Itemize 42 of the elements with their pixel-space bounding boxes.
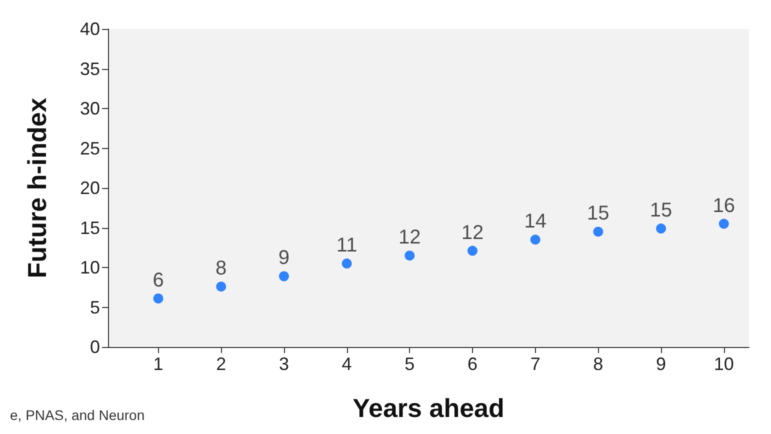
data-label: 6	[152, 270, 164, 292]
data-label: 15	[650, 200, 672, 222]
x-tick-label: 5	[404, 354, 415, 374]
point	[530, 234, 540, 245]
x-tick-label: 2	[216, 354, 226, 374]
x-tick-label: 10	[714, 354, 734, 374]
data-label: 8	[216, 258, 227, 280]
y-tick-label: 20	[80, 178, 100, 198]
y-tick-label: 5	[90, 297, 100, 318]
x-tick-label: 4	[342, 354, 352, 374]
x-tick-label: 6	[467, 354, 478, 374]
data-label: 12	[461, 222, 484, 244]
data-label: 14	[524, 210, 546, 233]
data-label: 11	[336, 234, 358, 257]
x-tick-label: 9	[656, 354, 666, 374]
data-label: 12	[398, 226, 421, 249]
x-axis-title: Years ahead	[352, 393, 504, 423]
point	[404, 250, 415, 261]
x-tick-label: 1	[153, 354, 164, 374]
y-tick-label: 40	[80, 19, 100, 39]
data-label: 9	[278, 247, 290, 270]
text: e, PNAS, and Neuron	[10, 407, 145, 423]
point	[468, 246, 478, 256]
point	[656, 224, 666, 234]
data-label: 15	[587, 202, 610, 225]
point	[342, 258, 352, 269]
x-tick-label: 7	[530, 354, 540, 374]
y-tick-label: 35	[80, 58, 100, 79]
x-tick-label: 3	[278, 354, 289, 374]
point	[278, 271, 289, 282]
y-tick-label: 30	[80, 98, 100, 118]
point	[153, 294, 164, 304]
point	[593, 226, 604, 237]
x-tick-label: 8	[593, 354, 604, 374]
y-tick-label: 15	[80, 218, 100, 238]
point	[216, 282, 226, 292]
y-axis-title: Future h-index	[22, 97, 52, 278]
data-label: 16	[712, 194, 735, 217]
y-tick-label: 0	[90, 337, 100, 357]
y-tick-label: 25	[80, 138, 100, 158]
point	[718, 218, 729, 229]
y-tick-label: 10	[80, 258, 100, 278]
